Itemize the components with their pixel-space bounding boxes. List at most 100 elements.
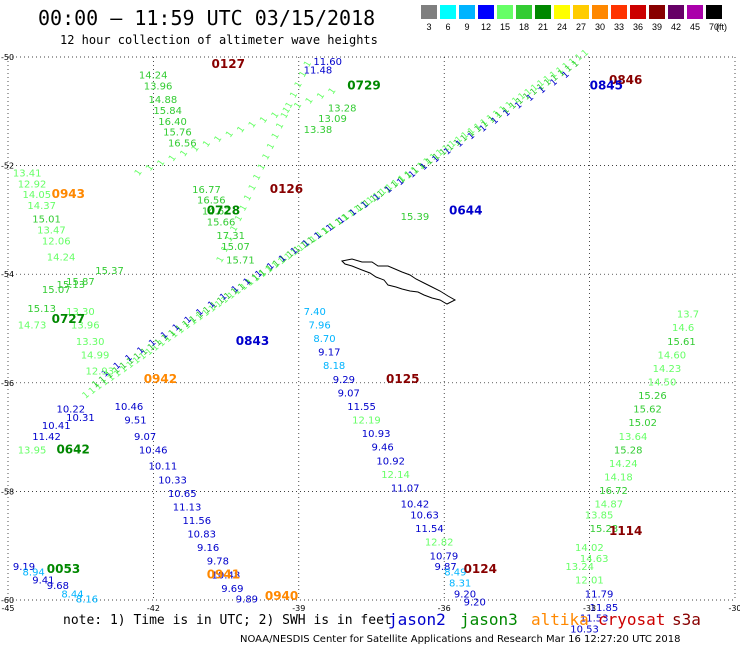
track-mark: 1 — [220, 245, 232, 255]
track-mark: 1 — [250, 272, 261, 283]
wave-reading: 9.07 — [134, 432, 156, 443]
wave-reading: 14.50 — [648, 378, 677, 389]
legend-swatch — [630, 5, 647, 19]
track-mark: 1 — [270, 260, 281, 271]
wave-reading: 15.61 — [667, 337, 696, 348]
track-mark: 1 — [490, 116, 501, 127]
legend-swatch — [516, 5, 533, 19]
track-mark: 1 — [438, 147, 449, 158]
legend-swatch — [592, 5, 609, 19]
track-mark: 1 — [478, 123, 489, 134]
track-mark: 1 — [548, 70, 559, 81]
track-mark: 1 — [156, 158, 167, 168]
legend-bin-label: 45 — [689, 22, 700, 32]
wave-reading: 15.71 — [226, 255, 255, 266]
wave-reading: 15.62 — [633, 405, 662, 416]
track-mark: 1 — [145, 163, 156, 173]
wave-reading: 12.93 — [86, 367, 115, 378]
track-mark: 1 — [230, 286, 241, 297]
track-mark: 1 — [236, 125, 247, 135]
track-mark: 1 — [563, 63, 574, 74]
track-mark: 1 — [299, 240, 310, 251]
wave-reading: 11.42 — [32, 432, 61, 443]
track-mark: 1 — [136, 345, 147, 356]
track-mark: 1 — [293, 80, 305, 90]
track-mark: 1 — [315, 230, 326, 241]
track-mark: 1 — [242, 276, 253, 287]
wave-reading: 9.16 — [197, 543, 219, 554]
track-mark: 1 — [390, 178, 401, 189]
track-mark: 1 — [561, 70, 572, 81]
pass-label: 0843 — [236, 334, 269, 348]
wave-reading: 12.92 — [18, 179, 47, 190]
pass-label: 0728 — [207, 203, 240, 217]
track-mark: 1 — [443, 146, 454, 157]
track-mark: 1 — [403, 170, 414, 181]
track-mark: 1 — [359, 200, 370, 211]
track-mark: 1 — [466, 126, 477, 137]
track-mark: 1 — [183, 315, 194, 326]
wave-reading: 9.87 — [435, 562, 457, 573]
track-mark: 1 — [188, 314, 199, 325]
track-mark: 1 — [258, 269, 269, 280]
track-mark: 1 — [169, 329, 180, 340]
track-mark: 1 — [325, 223, 336, 234]
wave-reading: 16.56 — [197, 196, 226, 207]
track-mark: 1 — [376, 189, 387, 200]
track-mark: 1 — [410, 166, 421, 177]
track-mark: 1 — [278, 254, 289, 265]
track-mark: 1 — [230, 284, 241, 295]
south-georgia-island — [340, 258, 457, 305]
track-mark: 1 — [296, 243, 307, 254]
wave-reading: 9.29 — [333, 375, 355, 386]
track-mark: 1 — [98, 375, 109, 386]
track-mark: 1 — [201, 308, 212, 319]
track-mark: 1 — [515, 96, 526, 107]
y-tick-label: -58 — [1, 487, 14, 496]
track-mark: 1 — [243, 193, 255, 203]
track-mark: 1 — [409, 165, 420, 176]
track-mark: 1 — [125, 356, 136, 367]
track-mark: 1 — [233, 286, 244, 297]
track-mark: 1 — [308, 234, 319, 245]
track-mark: 1 — [537, 85, 548, 96]
wave-reading: 11.79 — [585, 589, 614, 600]
track-mark: 1 — [313, 231, 324, 242]
track-mark: 1 — [341, 212, 352, 223]
track-mark: 1 — [188, 316, 199, 327]
track-mark: 1 — [492, 109, 503, 120]
pass-label: 0125 — [386, 372, 419, 386]
track-mark: 1 — [390, 180, 401, 191]
pass-label: 1114 — [609, 524, 642, 538]
wave-reading: 15.84 — [153, 106, 182, 117]
y-tick-label: -60 — [1, 596, 14, 605]
wave-reading: 15.07 — [221, 242, 250, 253]
sat-legend-altika: altika — [531, 610, 589, 629]
track-mark: 1 — [160, 333, 171, 344]
track-mark: 1 — [167, 153, 178, 163]
wave-reading: 14.24 — [139, 71, 168, 82]
pass-label: 0644 — [449, 203, 482, 217]
track-mark: 1 — [397, 175, 408, 186]
track-mark: 1 — [523, 87, 534, 98]
wave-reading: 14.24 — [609, 459, 638, 470]
track-mark: 1 — [395, 177, 406, 188]
track-mark: 1 — [254, 269, 265, 280]
wave-reading: 13.85 — [585, 511, 614, 522]
track-mark: 1 — [494, 110, 505, 121]
track-mark: 1 — [336, 215, 347, 226]
wave-reading: 13.09 — [318, 114, 347, 125]
track-mark: 1 — [275, 121, 287, 131]
footnote: note: 1) Time is in UTC; 2) SWH is in fe… — [63, 613, 392, 628]
legend-bin-label: 30 — [594, 22, 605, 32]
wave-reading: 12.14 — [381, 470, 410, 481]
wave-reading: 8.16 — [76, 595, 98, 606]
wave-reading: 10.46 — [139, 445, 168, 456]
legend-bin-label: 12 — [480, 22, 491, 32]
track-mark: 1 — [302, 59, 314, 69]
track-mark: 1 — [257, 162, 269, 172]
wave-reading: 15.07 — [42, 285, 71, 296]
track-mark: 1 — [266, 261, 277, 272]
track-mark: 1 — [247, 120, 258, 130]
wave-reading: 10.83 — [187, 530, 216, 541]
